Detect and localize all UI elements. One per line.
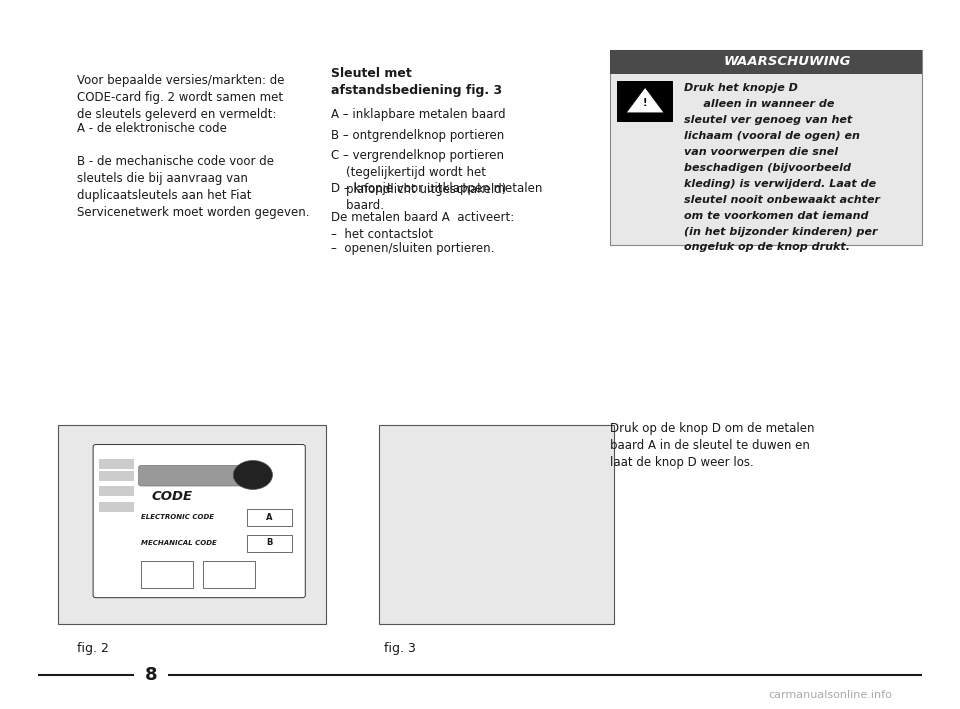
Text: –  het contactslot: – het contactslot xyxy=(331,228,433,241)
FancyBboxPatch shape xyxy=(610,50,922,245)
Text: (in het bijzonder kinderen) per: (in het bijzonder kinderen) per xyxy=(684,227,878,237)
Text: De metalen baard A  activeert:: De metalen baard A activeert: xyxy=(331,211,515,224)
Text: om te voorkomen dat iemand: om te voorkomen dat iemand xyxy=(684,211,869,220)
Text: C – vergrendelknop portieren
    (tegelijkertijd wordt het
    plafondlicht uitg: C – vergrendelknop portieren (tegelijker… xyxy=(331,149,507,196)
Text: D – knopje voor uitklappen metalen
    baard.: D – knopje voor uitklappen metalen baard… xyxy=(331,182,542,212)
Text: fig. 2: fig. 2 xyxy=(77,642,108,654)
Text: MECHANICAL CODE: MECHANICAL CODE xyxy=(141,540,217,546)
FancyBboxPatch shape xyxy=(610,50,922,74)
Text: ongeluk op de knop drukt.: ongeluk op de knop drukt. xyxy=(684,242,851,252)
Text: ELECTRONIC CODE: ELECTRONIC CODE xyxy=(141,515,214,520)
Text: fig. 3: fig. 3 xyxy=(384,642,416,654)
FancyBboxPatch shape xyxy=(141,562,193,588)
Text: WAARSCHUWING: WAARSCHUWING xyxy=(724,55,852,68)
FancyBboxPatch shape xyxy=(93,445,305,598)
FancyBboxPatch shape xyxy=(247,509,292,526)
Polygon shape xyxy=(626,87,664,113)
FancyBboxPatch shape xyxy=(138,465,244,486)
Text: A – inklapbare metalen baard: A – inklapbare metalen baard xyxy=(331,108,506,121)
FancyBboxPatch shape xyxy=(99,503,134,512)
Text: sleutel ver genoeg van het: sleutel ver genoeg van het xyxy=(684,115,852,125)
Text: Voor bepaalde versies/markten: de
CODE-card fig. 2 wordt samen met
de sleutels g: Voor bepaalde versies/markten: de CODE-c… xyxy=(77,74,284,121)
Text: Sleutel met
afstandsbediening fig. 3: Sleutel met afstandsbediening fig. 3 xyxy=(331,67,502,97)
Text: –  openen/sluiten portieren.: – openen/sluiten portieren. xyxy=(331,242,494,255)
FancyBboxPatch shape xyxy=(204,562,255,588)
Text: lichaam (vooral de ogen) en: lichaam (vooral de ogen) en xyxy=(684,131,860,141)
FancyBboxPatch shape xyxy=(247,535,292,552)
Text: sleutel nooit onbewaakt achter: sleutel nooit onbewaakt achter xyxy=(684,194,880,205)
FancyBboxPatch shape xyxy=(99,486,134,496)
FancyBboxPatch shape xyxy=(58,425,326,624)
Text: B - de mechanische code voor de
sleutels die bij aanvraag van
duplicaatsleutels : B - de mechanische code voor de sleutels… xyxy=(77,155,309,218)
Circle shape xyxy=(233,460,273,489)
Text: A - de elektronische code: A - de elektronische code xyxy=(77,122,227,135)
FancyBboxPatch shape xyxy=(379,425,614,624)
Text: beschadigen (bijvoorbeeld: beschadigen (bijvoorbeeld xyxy=(684,163,852,173)
Text: !: ! xyxy=(643,98,647,108)
Text: van voorwerpen die snel: van voorwerpen die snel xyxy=(684,147,839,157)
Text: 8: 8 xyxy=(144,666,157,684)
FancyBboxPatch shape xyxy=(617,81,673,122)
Text: CODE: CODE xyxy=(152,490,193,503)
Text: kleding) is verwijderd. Laat de: kleding) is verwijderd. Laat de xyxy=(684,179,876,189)
FancyBboxPatch shape xyxy=(99,471,134,481)
Text: B – ontgrendelknop portieren: B – ontgrendelknop portieren xyxy=(331,129,504,142)
Text: carmanualsonline.info: carmanualsonline.info xyxy=(768,691,892,700)
Text: Druk op de knop D om de metalen
baard A in de sleutel te duwen en
laat de knop D: Druk op de knop D om de metalen baard A … xyxy=(610,422,814,469)
FancyBboxPatch shape xyxy=(99,459,134,469)
Text: A: A xyxy=(266,513,273,522)
Text: alleen in wanneer de: alleen in wanneer de xyxy=(684,99,835,109)
Text: Druk het knopje D: Druk het knopje D xyxy=(684,83,799,93)
Text: B: B xyxy=(266,538,273,547)
